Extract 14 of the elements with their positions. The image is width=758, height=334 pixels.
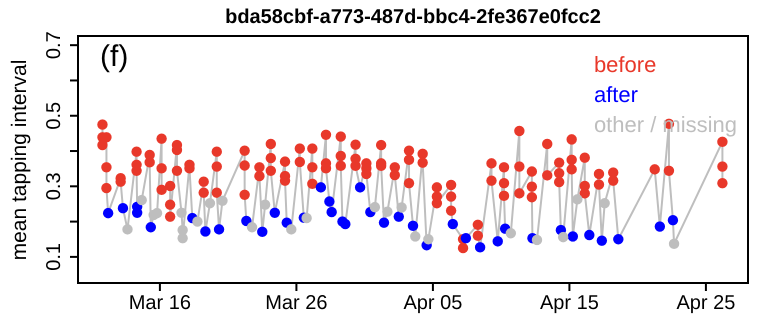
text: after	[594, 81, 639, 109]
y-tick-label: 0.1	[43, 242, 65, 271]
y-tick-label: 0.5	[43, 102, 65, 130]
x-tick-label: Mar 26	[265, 292, 328, 314]
y-axis-title: mean tapping interval	[8, 59, 32, 260]
series-label: before	[594, 51, 658, 79]
x-tick-label: Apr 05	[403, 292, 462, 314]
y-tick-label: 0.3	[43, 172, 65, 200]
y-tick-label: 0.7	[43, 31, 65, 60]
chart-title: bda58cbf-a773-487d-bbc4-2fe367e0fcc2	[224, 6, 602, 29]
x-tick-label: Mar 16	[128, 292, 192, 314]
x-tick-label: Apr 25	[676, 292, 736, 314]
x-tick-label: Apr 15	[540, 292, 599, 314]
annotation: (f)	[100, 40, 128, 74]
